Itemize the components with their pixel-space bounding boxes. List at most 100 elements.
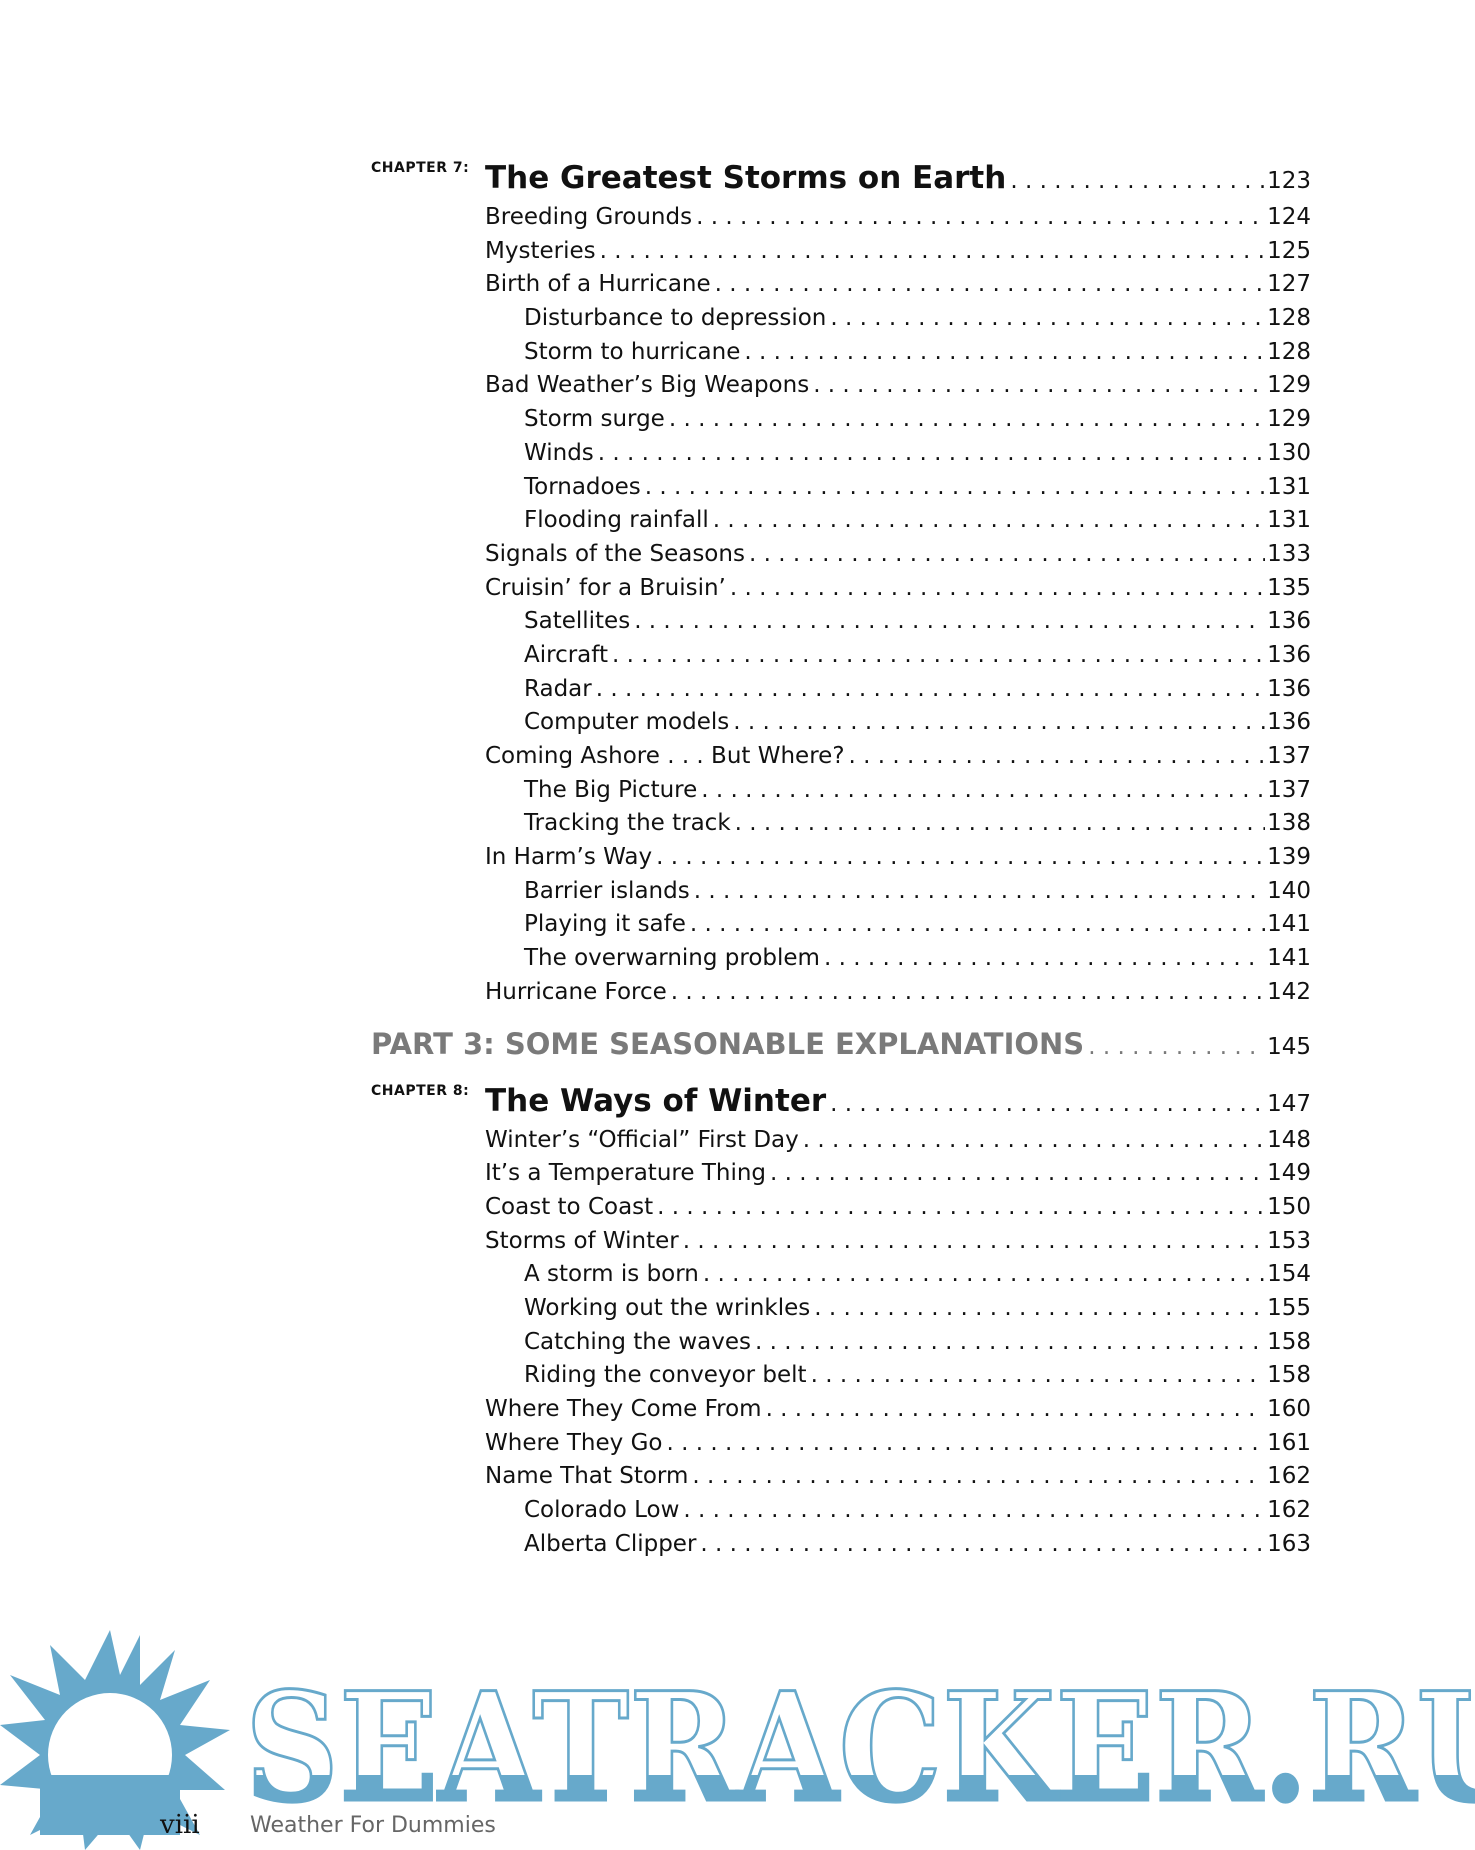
dot-leader: [598, 440, 1265, 466]
entry-title: The Big Picture: [524, 776, 702, 803]
toc-entry[interactable]: Tracking the track 138: [371, 810, 1311, 844]
dot-leader: [692, 1463, 1265, 1489]
sun-icon: [0, 1630, 230, 1850]
page-number: 133: [1265, 540, 1311, 567]
toc-entry[interactable]: Flooding rainfall 131: [371, 507, 1311, 541]
toc-entry[interactable]: Storm surge 129: [371, 406, 1311, 440]
toc-entry[interactable]: Aircraft 136: [371, 641, 1311, 676]
chapter-8-heading[interactable]: CHAPTER 8: The Ways of Winter 147: [371, 1082, 1311, 1127]
table-of-contents: CHAPTER 7: The Greatest Storms on Earth …: [371, 160, 1311, 1564]
page-number: 141: [1265, 911, 1311, 938]
entry-title: Computer models: [524, 709, 734, 736]
entry-title: It’s a Temperature Thing: [485, 1160, 771, 1187]
page-number: 136: [1265, 641, 1311, 668]
toc-entry[interactable]: Birth of a Hurricane 127: [371, 271, 1311, 305]
toc-entry[interactable]: Satellites 136: [371, 608, 1311, 642]
dot-leader: [814, 1295, 1265, 1321]
toc-entry[interactable]: Working out the wrinkles 155: [371, 1294, 1311, 1329]
entry-title: Colorado Low: [524, 1497, 684, 1524]
chapter-8-entries: Winter’s “Official” First Day 148 It’s a T…: [371, 1126, 1311, 1565]
toc-entry[interactable]: Winds 130: [371, 439, 1311, 474]
page-number: 155: [1265, 1294, 1311, 1321]
dot-leader: [683, 1497, 1265, 1523]
toc-entry[interactable]: A storm is born 154: [371, 1261, 1311, 1295]
entry-title: Coming Ashore . . . But Where?: [485, 743, 849, 769]
entry-title: The overwarning problem: [524, 945, 824, 972]
page-number: 162: [1265, 1497, 1311, 1524]
entry-title: Hurricane Force: [485, 978, 671, 1005]
toc-entry[interactable]: Mysteries 125: [371, 237, 1311, 272]
toc-entry[interactable]: Disturbance to depression 128: [371, 305, 1311, 339]
toc-entry[interactable]: It’s a Temperature Thing 149: [371, 1160, 1311, 1194]
toc-entry[interactable]: Where They Come From 160: [371, 1396, 1311, 1430]
toc-entry[interactable]: Winter’s “Official” First Day 148: [371, 1126, 1311, 1161]
toc-entry[interactable]: Name That Storm 162: [371, 1463, 1311, 1497]
toc-entry[interactable]: Breeding Grounds 124: [371, 204, 1311, 238]
toc-entry[interactable]: Alberta Clipper 163: [371, 1530, 1311, 1565]
toc-entry[interactable]: Computer models 136: [371, 709, 1311, 743]
toc-entry[interactable]: Storm to hurricane 128: [371, 338, 1311, 373]
toc-entry[interactable]: The overwarning problem 141: [371, 945, 1311, 979]
entry-title: Mysteries: [485, 237, 600, 264]
entry-title: Cruisin’ for a Bruisin’: [485, 574, 730, 601]
chapter-title: The Ways of Winter: [485, 1082, 831, 1119]
chapter-7-heading[interactable]: CHAPTER 7: The Greatest Storms on Earth …: [371, 160, 1311, 204]
entry-title: Working out the wrinkles: [524, 1294, 815, 1321]
page-number: 123: [1265, 168, 1311, 194]
toc-entry[interactable]: Colorado Low 162: [371, 1497, 1311, 1531]
seatracker-watermark-logo: SEATRACKER.RU SEATRACKER.RU: [0, 1630, 1475, 1850]
toc-entry[interactable]: The Big Picture 137: [371, 776, 1311, 811]
page-number: 150: [1265, 1193, 1311, 1220]
page-number: 128: [1265, 305, 1311, 332]
dot-leader: [703, 1261, 1265, 1287]
svg-text:SEATRACKER.RU: SEATRACKER.RU: [245, 1660, 1475, 1836]
page-number: 135: [1265, 574, 1311, 601]
entry-title: Tornadoes: [524, 473, 645, 500]
dot-leader: [694, 878, 1265, 904]
dot-leader: [657, 1194, 1265, 1220]
toc-entry[interactable]: Bad Weather’s Big Weapons 129: [371, 372, 1311, 406]
dot-leader: [735, 810, 1265, 836]
page-number: 137: [1265, 776, 1311, 803]
page-number: 161: [1265, 1429, 1311, 1456]
dot-leader: [634, 608, 1265, 634]
dot-leader: [830, 1091, 1265, 1117]
entry-title: Winds: [524, 439, 598, 466]
dot-leader: [596, 676, 1265, 702]
part-title: PART 3: SOME SEASONABLE EXPLANATIONS: [371, 1026, 1089, 1061]
chapter-label: CHAPTER 7:: [371, 160, 470, 176]
dot-leader: [1088, 1034, 1265, 1060]
entry-title: Where They Come From: [485, 1396, 766, 1422]
toc-entry[interactable]: Coast to Coast 150: [371, 1193, 1311, 1228]
toc-entry[interactable]: Where They Go 161: [371, 1429, 1311, 1464]
part-3-heading[interactable]: PART 3: SOME SEASONABLE EXPLANATIONS 145: [371, 1026, 1311, 1083]
toc-entry[interactable]: Tornadoes 131: [371, 473, 1311, 508]
entry-title: Riding the conveyor belt: [524, 1362, 811, 1389]
page-number: 147: [1265, 1090, 1311, 1117]
page-number: 160: [1265, 1396, 1311, 1422]
dot-leader: [813, 372, 1265, 398]
page-number: 145: [1265, 1033, 1311, 1060]
entry-title: Aircraft: [524, 641, 612, 668]
toc-entry[interactable]: Barrier islands 140: [371, 877, 1311, 912]
entry-title: Where They Go: [485, 1429, 667, 1456]
toc-entry[interactable]: Playing it safe 141: [371, 911, 1311, 945]
toc-entry[interactable]: Cruisin’ for a Bruisin’ 135: [371, 574, 1311, 609]
toc-entry[interactable]: Coming Ashore . . . But Where? 137: [371, 743, 1311, 777]
page-number: 154: [1265, 1261, 1311, 1288]
svg-text:SEATRACKER.RU: SEATRACKER.RU: [245, 1660, 1475, 1836]
toc-entry[interactable]: Riding the conveyor belt 158: [371, 1362, 1311, 1396]
page-number: 129: [1265, 406, 1311, 433]
toc-entry[interactable]: Storms of Winter 153: [371, 1227, 1311, 1262]
dot-leader: [744, 339, 1265, 365]
page-number: 136: [1265, 608, 1311, 635]
toc-entry[interactable]: In Harm’s Way 139: [371, 844, 1311, 878]
toc-entry[interactable]: Hurricane Force 142: [371, 978, 1311, 1013]
toc-entry[interactable]: Radar 136: [371, 675, 1311, 710]
dot-leader: [713, 507, 1265, 533]
dot-leader: [666, 1430, 1265, 1456]
toc-entry[interactable]: Signals of the Seasons 133: [371, 540, 1311, 575]
dot-leader: [824, 945, 1265, 971]
page-number: 127: [1265, 271, 1311, 298]
toc-entry[interactable]: Catching the waves 158: [371, 1328, 1311, 1363]
